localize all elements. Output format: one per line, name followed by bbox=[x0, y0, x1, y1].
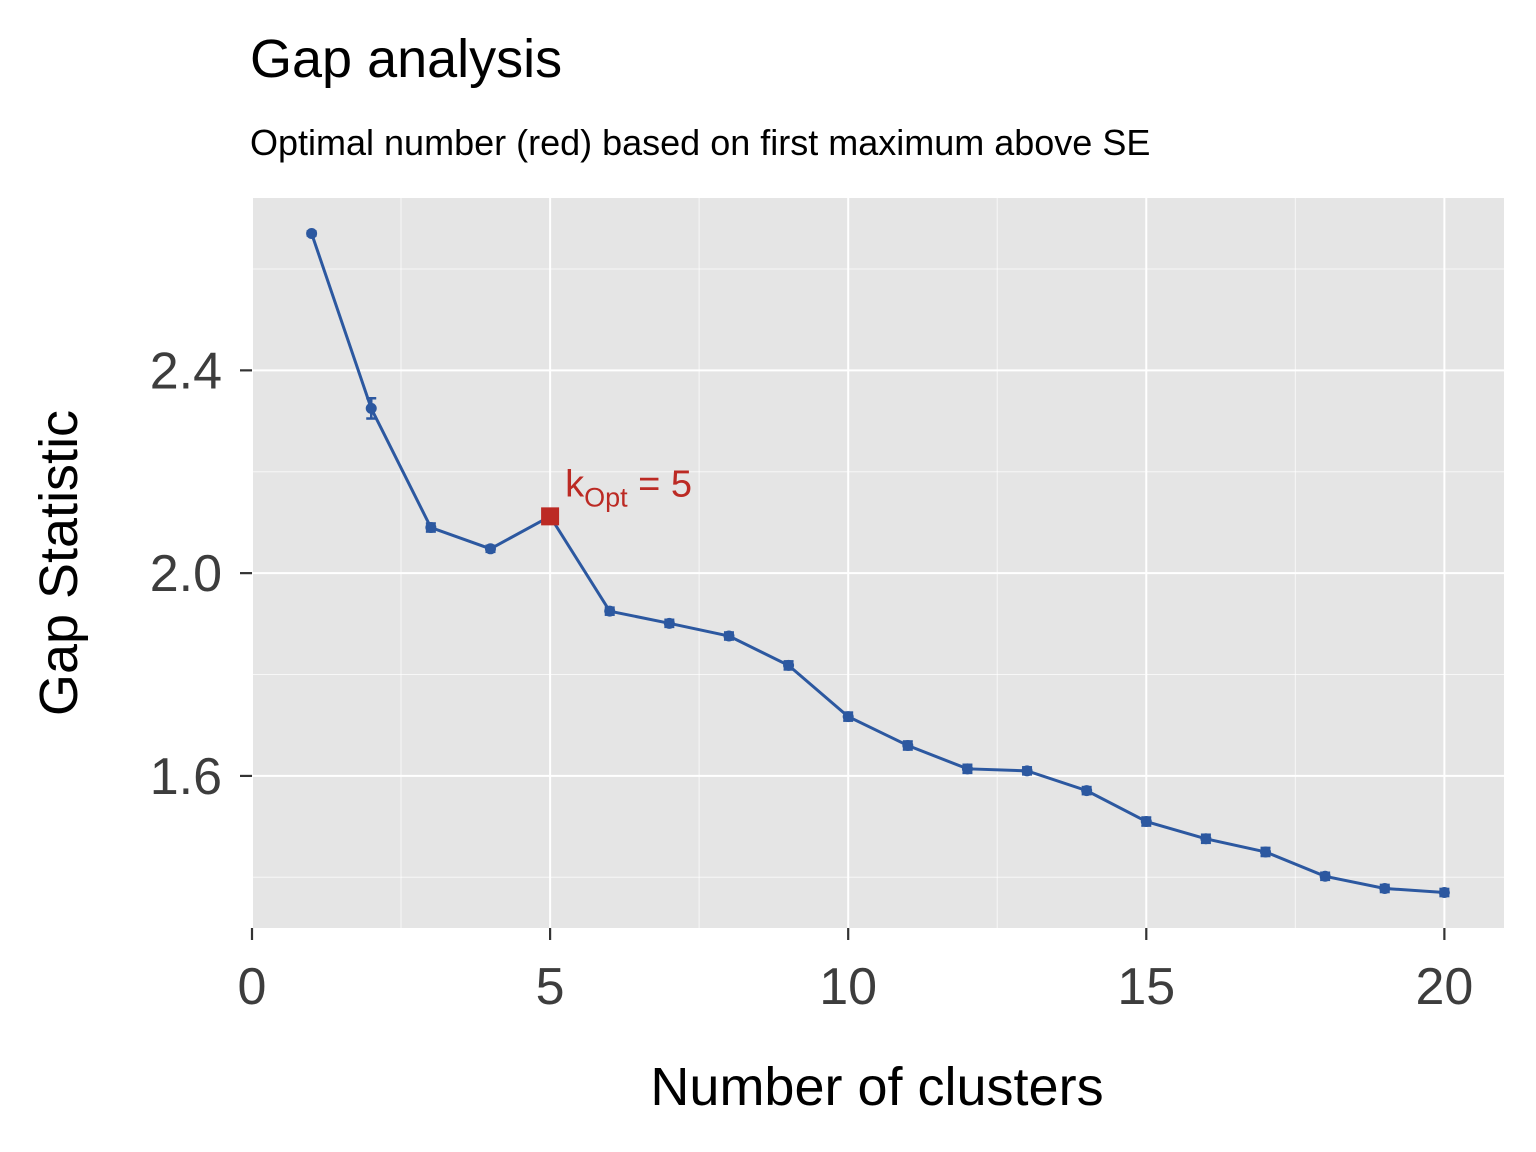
annotation-subscript: Opt bbox=[584, 482, 628, 512]
data-point bbox=[1021, 765, 1033, 777]
annotation-value: = 5 bbox=[628, 463, 692, 505]
data-point bbox=[1319, 870, 1331, 882]
data-point bbox=[1081, 785, 1093, 797]
gap-series bbox=[306, 227, 1450, 899]
gap-line bbox=[310, 233, 1445, 895]
x-tick-label: 10 bbox=[819, 958, 877, 1016]
data-point bbox=[783, 659, 795, 671]
data-point bbox=[1379, 882, 1391, 894]
chart-title: Gap analysis bbox=[250, 29, 562, 89]
axes: 0 5 10 15 20 1.6 2.0 2.4 bbox=[150, 342, 1474, 1016]
y-axis-title: Gap Statistic bbox=[29, 410, 89, 716]
optimal-annotation: kOpt = 5 bbox=[565, 463, 692, 512]
x-tick-label: 15 bbox=[1117, 958, 1175, 1016]
y-tick-label: 2.0 bbox=[150, 545, 222, 603]
optimal-point-marker bbox=[541, 507, 560, 526]
data-point bbox=[425, 522, 437, 534]
x-tick-label: 5 bbox=[536, 958, 565, 1016]
data-point bbox=[1260, 846, 1272, 858]
data-point bbox=[484, 543, 496, 555]
x-axis-title: Number of clusters bbox=[650, 1057, 1103, 1117]
annotation-k: k bbox=[565, 463, 585, 505]
data-point bbox=[365, 402, 377, 414]
data-point bbox=[1438, 887, 1450, 899]
x-tick-label: 20 bbox=[1415, 958, 1473, 1016]
data-point bbox=[723, 630, 735, 642]
x-tick-label: 0 bbox=[238, 958, 267, 1016]
data-point bbox=[961, 763, 973, 775]
data-point bbox=[1200, 833, 1212, 845]
data-point bbox=[306, 227, 318, 239]
data-point bbox=[604, 605, 616, 617]
data-point bbox=[663, 617, 675, 629]
y-tick-label: 1.6 bbox=[150, 748, 222, 806]
data-point bbox=[1140, 816, 1152, 828]
data-point bbox=[902, 740, 914, 751]
grid-lines bbox=[251, 198, 1504, 928]
chart-subtitle: Optimal number (red) based on first maxi… bbox=[250, 122, 1150, 163]
plot-panel bbox=[252, 198, 1504, 928]
data-point bbox=[842, 711, 854, 723]
y-tick-label: 2.4 bbox=[150, 342, 222, 400]
